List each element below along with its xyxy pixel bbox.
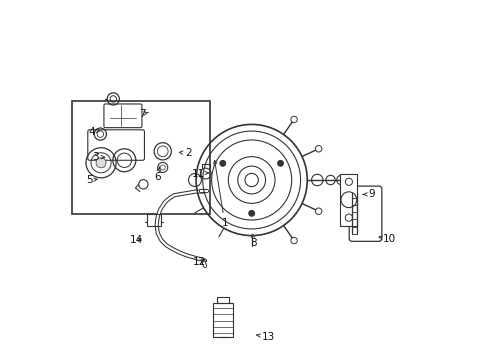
Text: 4: 4	[89, 127, 99, 136]
Text: 6: 6	[154, 167, 161, 182]
Text: 12: 12	[193, 257, 206, 267]
Circle shape	[277, 161, 283, 166]
Circle shape	[248, 211, 254, 216]
FancyBboxPatch shape	[104, 104, 142, 128]
Bar	[147, 214, 161, 226]
Bar	[340, 174, 357, 226]
Circle shape	[220, 161, 225, 166]
Text: 9: 9	[362, 189, 374, 199]
Text: 8: 8	[250, 234, 256, 248]
Text: 13: 13	[256, 332, 275, 342]
Bar	[212, 303, 232, 337]
FancyBboxPatch shape	[88, 130, 144, 160]
Text: 11: 11	[192, 168, 208, 179]
Text: 14: 14	[129, 235, 142, 245]
Text: 3: 3	[92, 152, 104, 162]
Text: 10: 10	[378, 234, 395, 244]
Bar	[72, 101, 210, 214]
FancyBboxPatch shape	[348, 186, 381, 241]
Text: 2: 2	[179, 148, 192, 158]
Circle shape	[96, 158, 106, 168]
Text: 7: 7	[139, 109, 148, 119]
Text: 5: 5	[86, 175, 97, 185]
Text: 1: 1	[213, 161, 227, 228]
